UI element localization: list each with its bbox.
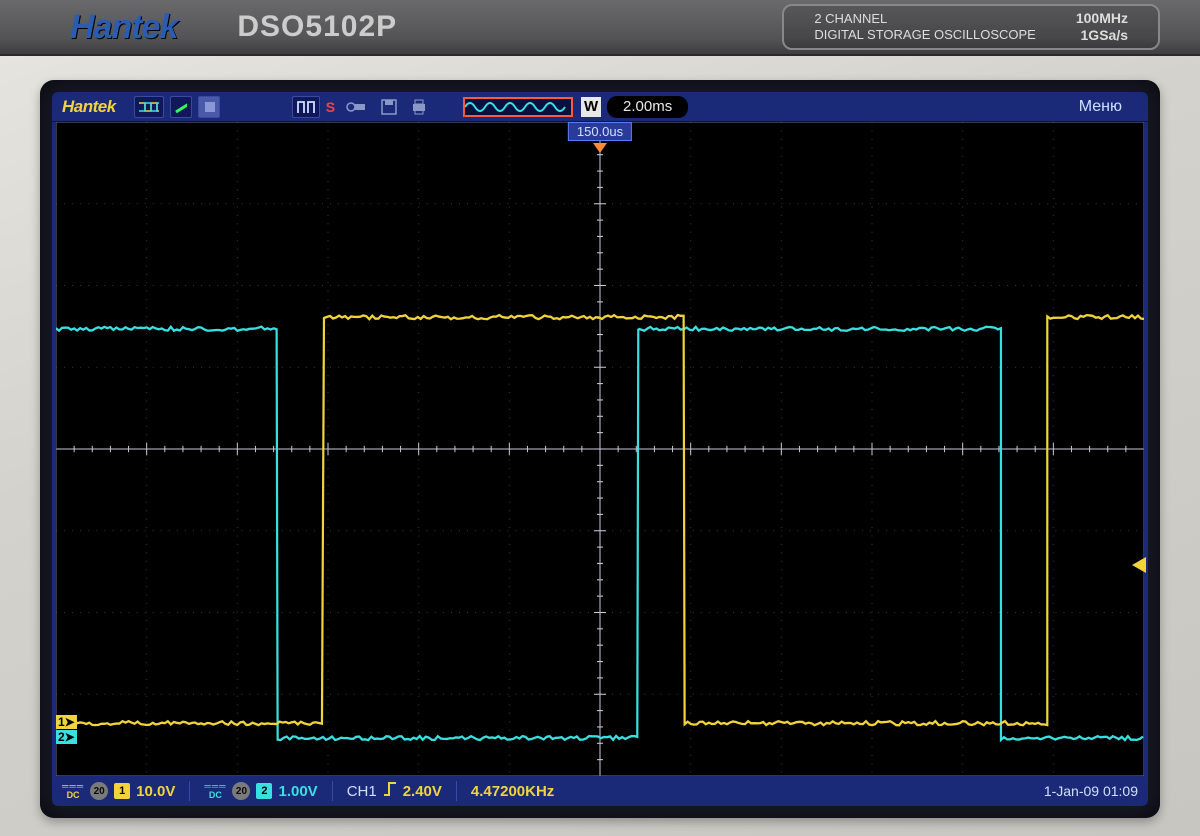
spec-box: 2 CHANNEL DIGITAL STORAGE OSCILLOSCOPE 1…	[782, 4, 1160, 50]
persist-icon[interactable]	[198, 96, 220, 118]
rising-edge-icon	[383, 781, 397, 801]
stop-flag: S	[326, 99, 335, 115]
ch2-coupling-icon: ═══DC	[204, 782, 226, 800]
menu-button[interactable]: Меню	[1079, 98, 1142, 116]
plot-frame: 150.0us 2➤1➤	[52, 122, 1148, 776]
lcd-screen: Hantek S	[52, 92, 1148, 806]
ch1-vdiv: 10.0V	[136, 783, 175, 800]
brand-logo: Hantek	[70, 8, 177, 47]
timebase-readout: 2.00ms	[607, 96, 688, 118]
window-flag: W	[581, 97, 601, 117]
save-icon[interactable]	[377, 96, 401, 118]
separator	[456, 781, 457, 801]
spec-line1: 2 CHANNEL	[814, 11, 1036, 27]
trigger-time-tag: 150.0us	[568, 122, 632, 141]
trigger-caret-icon	[593, 140, 607, 158]
memory-depth-icon	[463, 97, 573, 117]
ch1-coupling-icon: ═══DC	[62, 782, 84, 800]
ch1-number-badge: 1	[114, 783, 130, 799]
print-icon[interactable]	[407, 96, 431, 118]
ch2-readout: ═══DC 20 2 1.00V	[204, 782, 317, 800]
trace-svg	[56, 122, 1144, 776]
sample-rate: 1GSa/s	[1076, 27, 1128, 44]
frequency-readout: 4.47200KHz	[471, 783, 554, 800]
ch2-vdiv: 1.00V	[278, 783, 317, 800]
spec-line2: DIGITAL STORAGE OSCILLOSCOPE	[814, 27, 1036, 43]
ch2-number-badge: 2	[256, 783, 272, 799]
model-label: DSO5102P	[237, 10, 397, 44]
instrument-bezel: Hantek DSO5102P 2 CHANNEL DIGITAL STORAG…	[0, 0, 1200, 56]
trigger-level: 2.40V	[403, 783, 442, 800]
acquire-mode-icon[interactable]	[134, 96, 164, 118]
ch1-bwlimit-icon: 20	[90, 782, 108, 800]
run-indicator-icon[interactable]	[170, 96, 192, 118]
datetime-readout: 1-Jan-09 01:09	[1044, 783, 1138, 799]
lock-icon[interactable]	[341, 96, 371, 118]
ch2-bwlimit-icon: 20	[232, 782, 250, 800]
separator	[332, 781, 333, 801]
separator	[189, 781, 190, 801]
graticule[interactable]: 150.0us 2➤1➤	[56, 122, 1144, 776]
status-bar-top: Hantek S	[52, 92, 1148, 122]
screen-logo: Hantek	[62, 97, 116, 117]
trigger-level-marker	[1132, 557, 1146, 573]
lcd-recess: Hantek S	[40, 80, 1160, 818]
trigger-readout: CH1 2.40V	[347, 781, 442, 801]
status-bar-bottom: ═══DC 20 1 10.0V ═══DC 20 2 1.00V CH1	[52, 776, 1148, 806]
ch1-readout: ═══DC 20 1 10.0V	[62, 782, 175, 800]
spec-right: 100MHz 1GSa/s	[1076, 10, 1128, 44]
trigger-source: CH1	[347, 783, 377, 800]
spec-text: 2 CHANNEL DIGITAL STORAGE OSCILLOSCOPE	[814, 11, 1036, 42]
ch1-zero-marker: 1➤	[56, 715, 77, 729]
ch2-zero-marker: 2➤	[56, 730, 77, 744]
pulse-icon[interactable]	[292, 96, 320, 118]
bandwidth: 100MHz	[1076, 10, 1128, 27]
